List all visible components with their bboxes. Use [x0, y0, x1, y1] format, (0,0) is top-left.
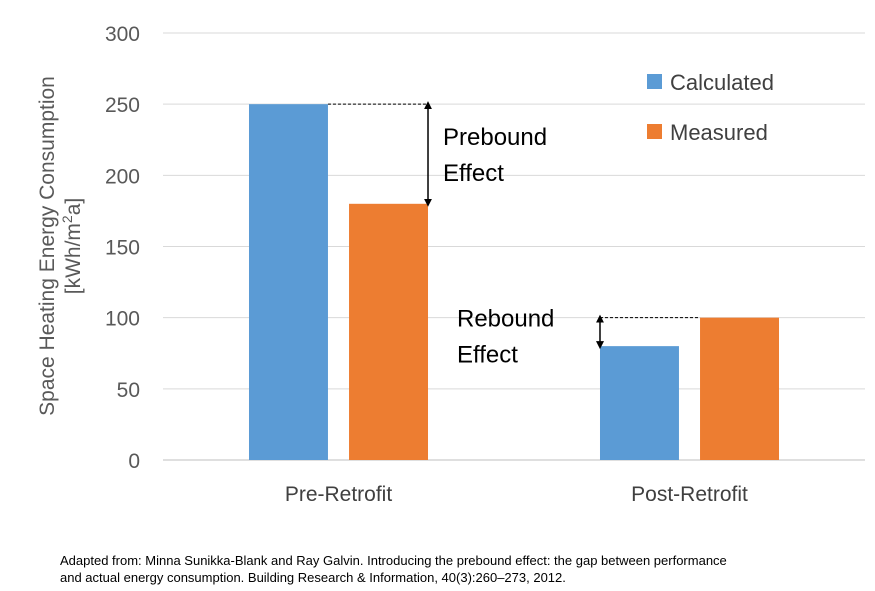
source-citation: Adapted from: Minna Sunikka-Blank and Ra… [60, 552, 860, 586]
bar-pre-retrofit-measured [349, 203, 429, 461]
bar-post-retrofit-measured [700, 317, 780, 460]
source-line-2: and actual energy consumption. Building … [60, 570, 566, 585]
legend-swatch-0 [647, 74, 662, 89]
y-axis-label-line1: Space Heating Energy Consumption [36, 76, 59, 416]
y-tick-label-50: 50 [117, 379, 140, 402]
annotation-text-0-1: Effect [443, 160, 504, 187]
y-tick-label-250: 250 [105, 94, 140, 117]
bar-post-retrofit-calculated [599, 346, 679, 460]
y-tick-label-300: 300 [105, 23, 140, 46]
legend: Calculated Measured [647, 70, 774, 145]
bar-pre-retrofit-calculated [248, 104, 328, 461]
x-category-label-0: Pre-Retrofit [285, 483, 393, 506]
legend-label-1: Measured [670, 120, 768, 145]
annotation-text-1-1: Effect [457, 342, 518, 369]
legend-label-0: Calculated [670, 70, 774, 95]
x-axis-categories: Pre-Retrofit Post-Retrofit [285, 483, 748, 506]
annotation-text-0-0: Prebound [443, 124, 547, 151]
y-tick-label-200: 200 [105, 165, 140, 188]
y-tick-label-0: 0 [128, 450, 140, 473]
y-tick-label-150: 150 [105, 237, 140, 260]
x-category-label-1: Post-Retrofit [631, 483, 748, 506]
y-tick-label-100: 100 [105, 308, 140, 331]
bars [248, 104, 780, 461]
legend-swatch-1 [647, 124, 662, 139]
y-axis-label-line2: [kWh/m2a] [59, 198, 85, 294]
annotation-text-1-0: Rebound [457, 306, 554, 333]
annotations: Prebound Effect Rebound Effect [327, 101, 701, 369]
y-axis-ticks: 0 50 100 150 200 250 300 [105, 23, 140, 473]
source-line-1: Adapted from: Minna Sunikka-Blank and Ra… [60, 553, 727, 568]
